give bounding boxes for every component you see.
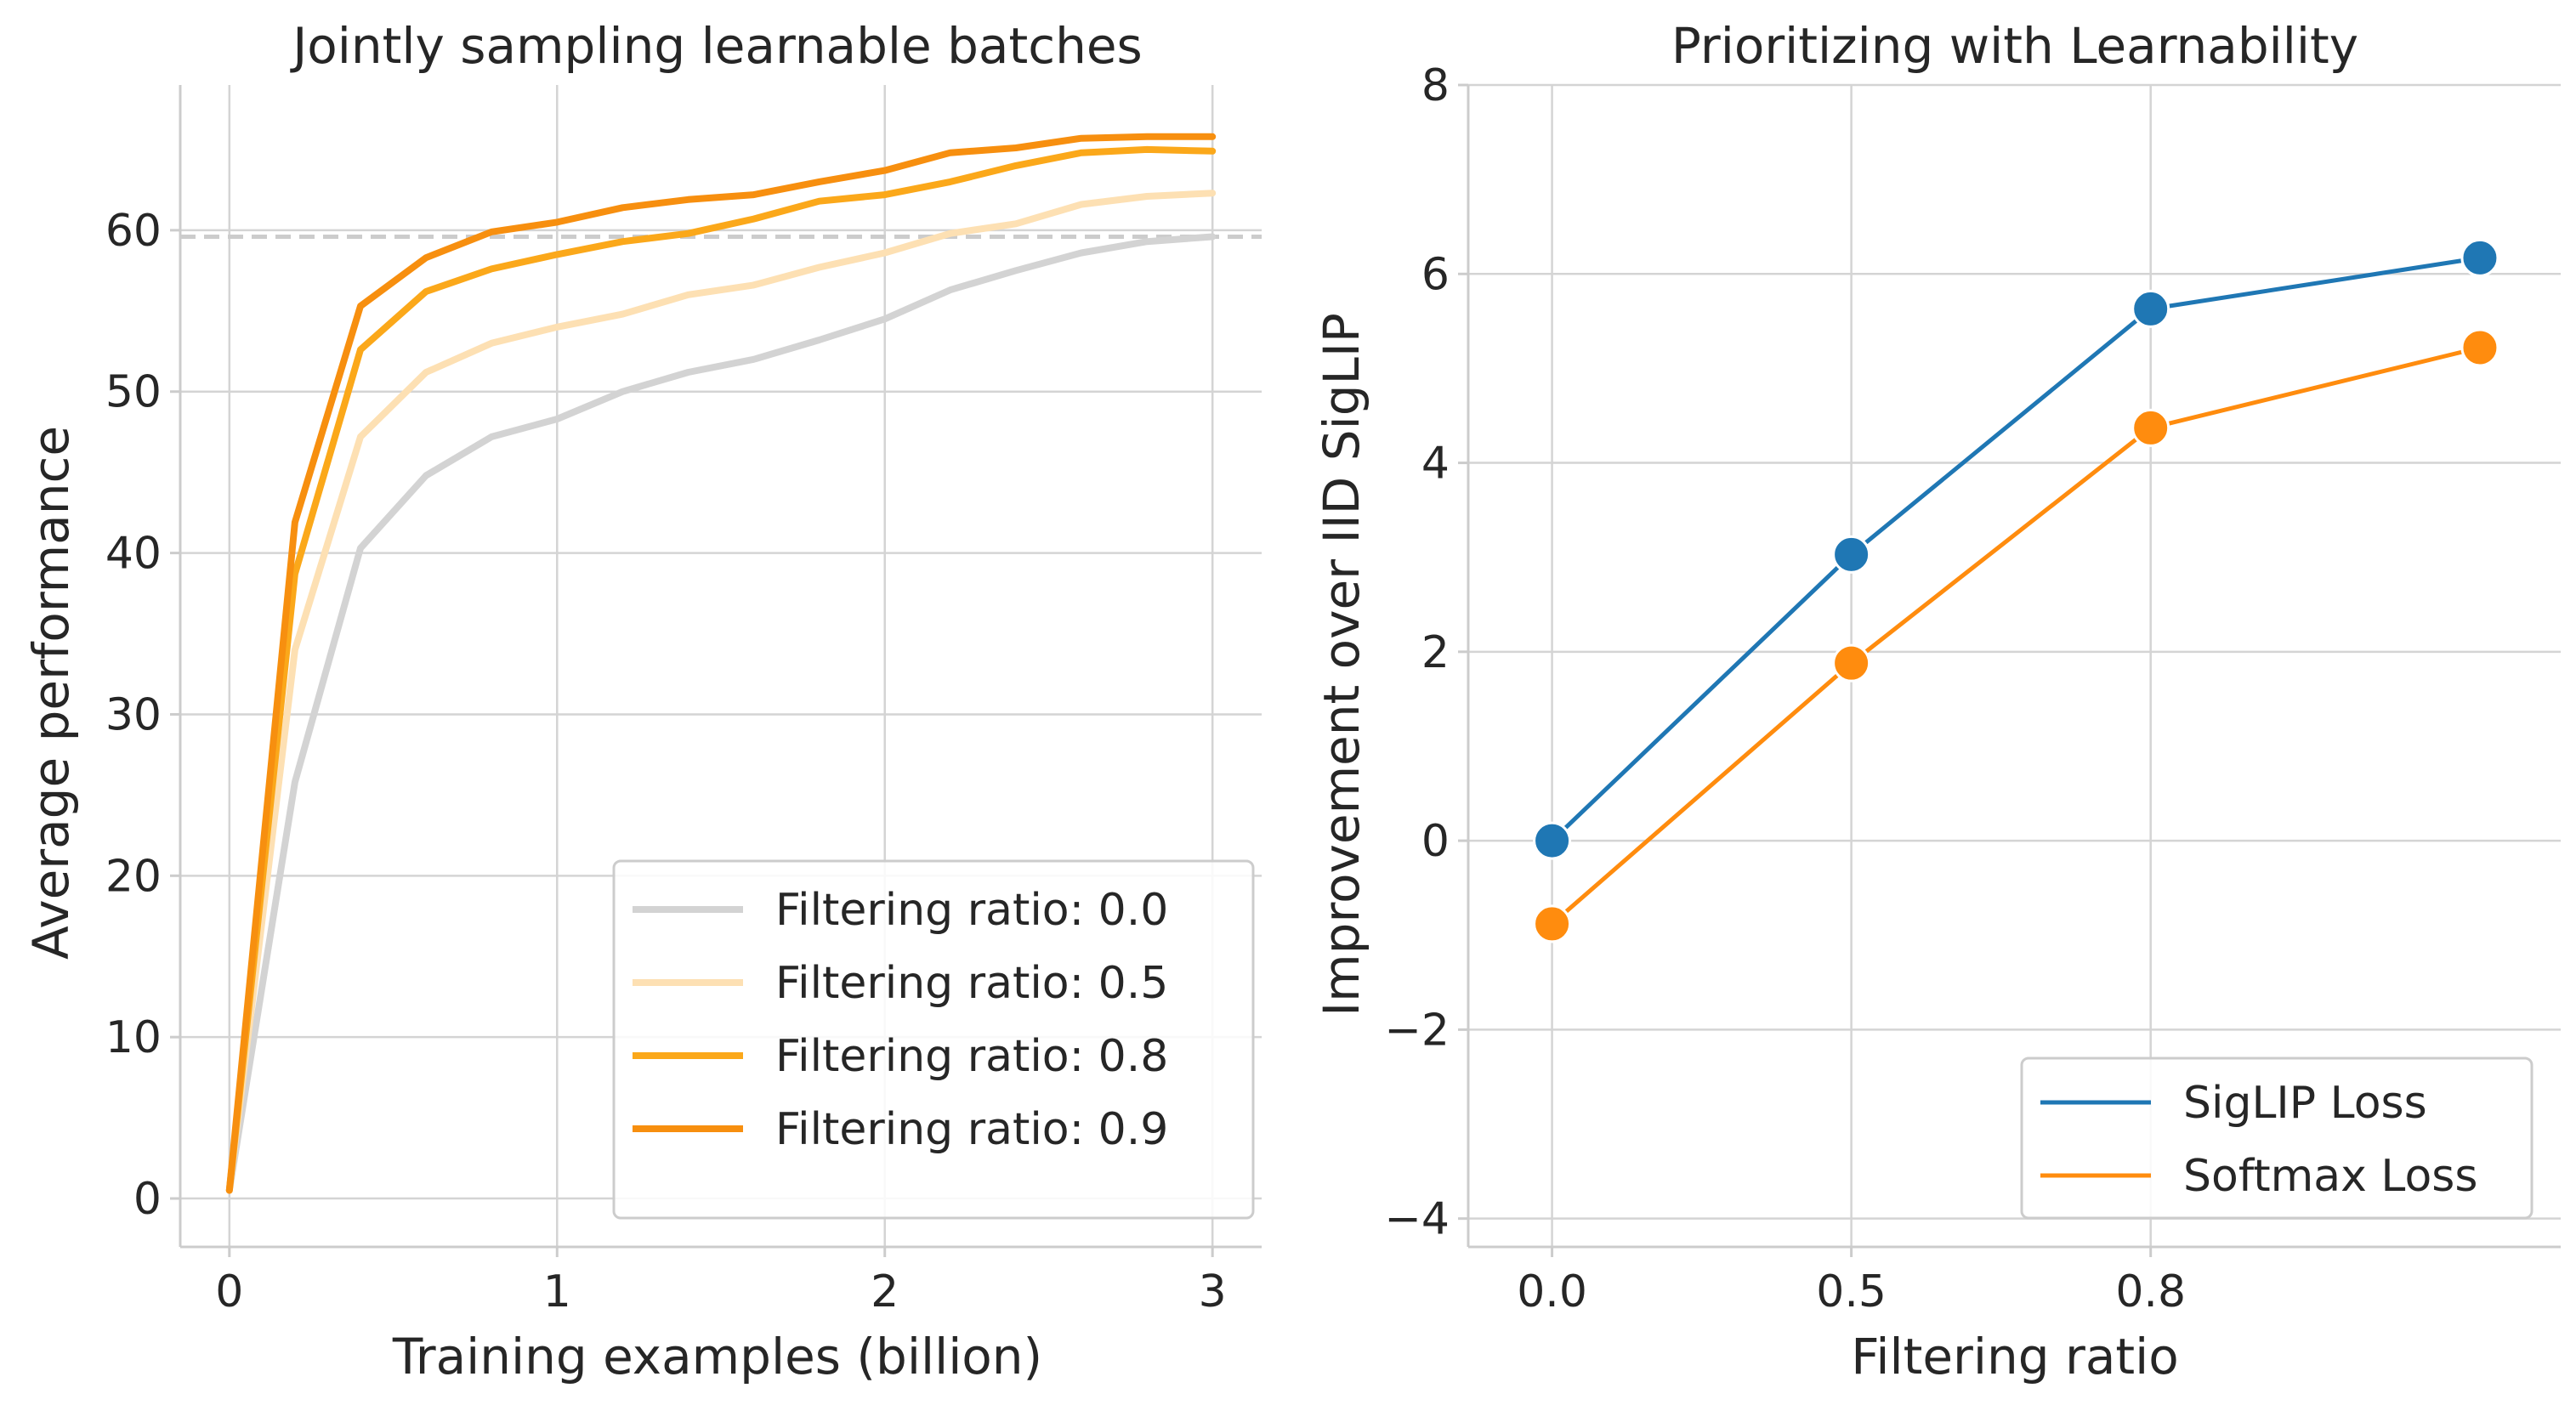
right-chart-data-point	[2131, 408, 2170, 447]
left-chart-series-line-0	[225, 233, 1217, 1194]
right-chart-series-line-1	[1550, 345, 2482, 926]
right-chart-data-point	[1832, 535, 1871, 574]
left-chart-series-line-1	[225, 190, 1217, 1194]
right-chart-x-tick-label: 0.0	[1517, 1266, 1587, 1317]
right-chart-y-tick-label: 4	[1421, 439, 1450, 490]
left-chart-x-axis-label: Training examples (billion)	[392, 1328, 1042, 1385]
left-chart-x-tick-label: 1	[543, 1266, 571, 1317]
left-chart-legend-label: Filtering ratio: 0.9	[775, 1104, 1168, 1155]
left-chart-legend-label: Filtering ratio: 0.0	[775, 885, 1168, 936]
left-chart-x-tick-label: 3	[1199, 1266, 1227, 1317]
right-chart-legend-label: SigLIP Loss	[2183, 1078, 2427, 1129]
left-chart-y-tick-label: 50	[105, 367, 162, 418]
left-chart-legend-label: Filtering ratio: 0.5	[775, 958, 1168, 1009]
right-chart-legend: SigLIP Loss Softmax Loss	[2020, 1057, 2533, 1220]
left-chart-y-axis-label: Average performance	[22, 426, 80, 960]
right-chart-x-tick-label: 0.5	[1816, 1266, 1887, 1317]
right-chart-y-tick-label: −4	[1384, 1194, 1450, 1245]
right-chart-data-point	[1533, 821, 1572, 860]
right-chart-y-tick-label: 6	[1421, 249, 1450, 300]
right-chart-data-point	[1832, 643, 1871, 683]
left-chart-x-tick-label: 0	[215, 1266, 243, 1317]
right-chart-y-tick-label: 2	[1421, 627, 1450, 678]
right-chart-series-line-0	[1550, 255, 2482, 843]
left-chart-legend-label: Filtering ratio: 0.8	[775, 1031, 1168, 1082]
right-chart-y-axis-label: Improvement over IID SigLIP	[1313, 313, 1370, 1017]
left-chart-legend: Filtering ratio: 0.0 Filtering ratio: 0.5…	[612, 859, 1255, 1220]
left-chart-y-tick-label: 60	[105, 206, 162, 257]
left-chart-y-tick-label: 30	[105, 689, 162, 740]
right-chart-legend-label: Softmax Loss	[2183, 1151, 2477, 1202]
right-chart-data-point	[1533, 904, 1572, 943]
right-chart-data-point	[2131, 289, 2170, 328]
left-chart-y-tick-label: 20	[105, 851, 162, 902]
right-chart-data-point	[2460, 328, 2499, 367]
right-chart: Prioritizing with Learnability 0.0 0.5 0.8…	[1313, 17, 2561, 1385]
right-chart-y-tick-label: 0	[1421, 816, 1450, 867]
left-chart-y-tick-label: 0	[133, 1174, 162, 1225]
left-chart-y-tick-label: 40	[105, 529, 162, 580]
right-chart-legend-box	[2020, 1057, 2533, 1220]
right-chart-data-point	[2460, 238, 2499, 277]
right-chart-y-tick-label: 8	[1421, 60, 1450, 111]
right-chart-x-axis-label: Filtering ratio	[1851, 1328, 2179, 1385]
right-chart-y-tick-label: −2	[1384, 1005, 1450, 1056]
right-chart-x-tick-label: 0.8	[2115, 1266, 2186, 1317]
left-chart-y-tick-label: 10	[105, 1012, 162, 1063]
left-chart-series-line-2	[225, 145, 1217, 1194]
right-chart-title: Prioritizing with Learnability	[1671, 17, 2358, 75]
left-chart-legend-box	[612, 859, 1255, 1220]
left-chart-x-tick-label: 2	[871, 1266, 899, 1317]
left-chart-title: Jointly sampling learnable batches	[290, 17, 1143, 75]
left-chart-series-line-3	[225, 133, 1217, 1194]
